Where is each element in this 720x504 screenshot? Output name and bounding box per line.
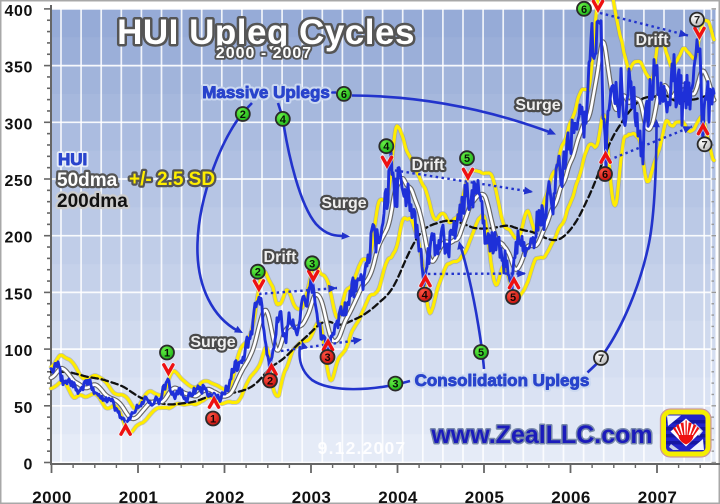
svg-text:Surge: Surge [515,97,560,114]
svg-text:2000 - 2007: 2000 - 2007 [217,47,313,64]
svg-text:3: 3 [324,352,330,364]
svg-text:7: 7 [694,15,700,27]
svg-text:3: 3 [392,379,398,391]
svg-text:400: 400 [5,3,34,20]
svg-text:Drift: Drift [264,249,298,266]
svg-text:2001: 2001 [119,488,158,504]
svg-text:HUI Upleg Cycles: HUI Upleg Cycles [117,13,415,52]
svg-text:1: 1 [164,348,170,360]
svg-text:6: 6 [581,4,587,16]
svg-text:HUI: HUI [58,150,87,169]
svg-text:4: 4 [280,114,287,126]
svg-text:2004: 2004 [378,488,418,504]
svg-text:50dma: 50dma [57,170,118,191]
svg-text:Massive Uplegs: Massive Uplegs [202,83,330,102]
svg-text:6: 6 [602,169,608,181]
svg-text:5: 5 [464,153,470,165]
svg-text:2: 2 [240,109,246,121]
svg-text:Consolidation Uplegs: Consolidation Uplegs [415,371,590,390]
svg-text:250: 250 [5,173,34,190]
svg-text:2006: 2006 [551,488,590,504]
svg-text:2003: 2003 [292,488,331,504]
svg-text:Surge: Surge [190,334,235,351]
svg-text:Massive Uplegs: Massive Uplegs [202,83,330,102]
svg-text:2000: 2000 [32,488,71,504]
svg-text:300: 300 [5,116,34,133]
svg-text:www.ZealLLC.com: www.ZealLLC.com [430,421,652,449]
svg-text:2007: 2007 [638,488,677,504]
svg-text:7: 7 [598,353,604,365]
svg-text:1: 1 [210,414,216,426]
svg-text:50: 50 [14,400,33,417]
svg-text:0: 0 [24,457,34,474]
svg-text:4: 4 [383,141,390,153]
svg-text:HUI Upleg Cycles: HUI Upleg Cycles [119,15,417,54]
svg-text:200: 200 [5,230,34,247]
svg-text:5: 5 [478,347,484,359]
svg-text:200dma: 200dma [57,191,128,212]
svg-text:2005: 2005 [465,488,504,504]
svg-text:3: 3 [309,258,315,270]
svg-text:2002: 2002 [205,488,244,504]
svg-text:4: 4 [422,290,429,302]
svg-text:150: 150 [5,286,34,303]
svg-text:HUI: HUI [58,150,87,169]
svg-text:Consolidation Uplegs: Consolidation Uplegs [415,371,590,390]
svg-text:Surge: Surge [321,195,366,212]
svg-text:2: 2 [255,267,261,279]
svg-text:7: 7 [702,139,708,151]
svg-text:9.12.2007: 9.12.2007 [318,438,407,458]
svg-text:Drift: Drift [636,32,670,49]
svg-text:2: 2 [267,376,273,388]
svg-text:6: 6 [341,89,347,101]
svg-text:100: 100 [5,343,34,360]
svg-text:2000 - 2007: 2000 - 2007 [216,45,312,62]
svg-text:5: 5 [510,292,516,304]
svg-text:350: 350 [5,60,34,77]
svg-text:+/- 2.5 SD: +/- 2.5 SD [129,169,215,190]
svg-text:Drift: Drift [412,157,446,174]
